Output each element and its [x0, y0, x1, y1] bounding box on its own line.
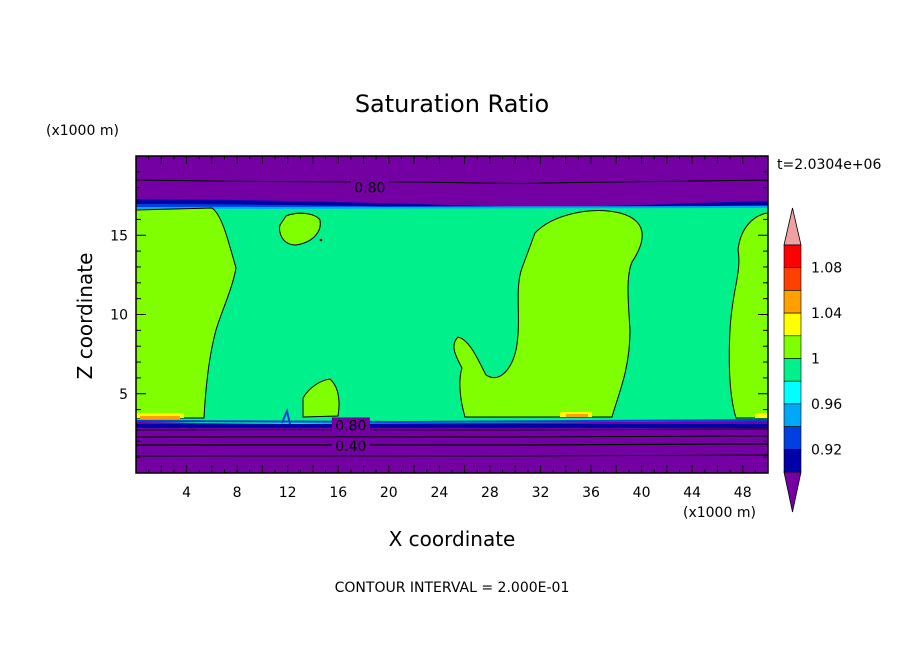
colorbar-box [783, 403, 802, 427]
time-label: t=2.0304e+06 [777, 157, 881, 173]
contour-labels: 0.80 0.80 0.40 [331, 179, 389, 455]
colorbar-box [783, 267, 802, 291]
colorbar-label: 0.92 [811, 442, 842, 458]
x-tick-label: 4 [182, 485, 191, 501]
x-axis-label: X coordinate [389, 527, 516, 551]
x-tick-label: 40 [633, 485, 651, 501]
bottom-band-dark-blue [136, 424, 768, 428]
x-tick-label: 48 [734, 485, 752, 501]
contour-dot [319, 238, 323, 242]
plot-area [136, 156, 768, 473]
x-tick-label: 16 [329, 485, 347, 501]
contour-label: 0.80 [335, 418, 366, 434]
contour-line-080-top [136, 179, 768, 184]
contour-line-020 [136, 454, 768, 457]
plume-right [728, 212, 768, 419]
x-unit-label: (x1000 m) [683, 505, 756, 521]
colorbar-box [783, 426, 802, 450]
chart-title: Saturation Ratio [355, 90, 549, 118]
contour-line-060 [136, 435, 768, 438]
blob-small [302, 378, 340, 418]
base-speck-orange-center [566, 414, 588, 417]
plume-center [453, 210, 643, 418]
x-axis: 4 8 12 16 20 24 28 32 36 40 44 48 [148, 156, 756, 501]
x-tick-label: 32 [532, 485, 550, 501]
colorbar-box [783, 244, 802, 269]
y-axis: 5 10 15 [110, 171, 768, 458]
contour-label-bg [331, 438, 370, 454]
colorbar-label: 1.04 [811, 306, 842, 322]
y-axis-label: Z coordinate [73, 253, 97, 380]
colorbar-arrow-bottom [783, 471, 802, 513]
contour-label: 0.40 [335, 439, 366, 455]
x-tick-label: 28 [481, 485, 499, 501]
base-speck-yellow-right [755, 413, 768, 418]
y-tick-label: 10 [110, 308, 128, 324]
plume-left [136, 207, 237, 419]
blob-top [279, 212, 321, 246]
colorbar-label: 1.08 [811, 261, 842, 277]
x-tick-label: 24 [430, 485, 448, 501]
base-speck-yellow-left [136, 413, 184, 418]
contour-label-bg [331, 417, 370, 433]
moist-layer [136, 208, 768, 424]
y-tick-label: 15 [110, 228, 128, 244]
base-spike [281, 407, 291, 425]
colorbar-box [783, 335, 802, 359]
colorbar-box [783, 290, 802, 314]
colorbar-box [783, 312, 802, 337]
x-tick-label: 36 [582, 485, 600, 501]
colorbar: 0.92 0.96 1 1.04 1.08 [783, 207, 842, 513]
x-tick-label: 8 [233, 485, 242, 501]
colorbar-box [783, 448, 802, 473]
y-tick-label: 5 [119, 387, 128, 403]
y-unit-label: (x1000 m) [46, 123, 119, 139]
contour-label-bg [350, 179, 389, 195]
colorbar-label: 0.96 [811, 397, 842, 413]
contour-line-040 [136, 443, 768, 446]
colorbar-box [783, 380, 802, 405]
base-speck-orange-left [140, 416, 180, 419]
x-tick-label: 44 [683, 485, 701, 501]
colorbar-label: 1 [811, 352, 820, 368]
cloud-base-edge [136, 419, 768, 424]
contour-line-080-bottom [136, 428, 768, 431]
x-tick-label: 12 [279, 485, 297, 501]
contour-label: 0.80 [354, 181, 385, 197]
contour-interval-footer: CONTOUR INTERVAL = 2.000E-01 [335, 580, 570, 596]
x-tick-label: 20 [380, 485, 398, 501]
colorbar-box [783, 358, 802, 382]
colorbar-arrow-top [783, 207, 802, 246]
